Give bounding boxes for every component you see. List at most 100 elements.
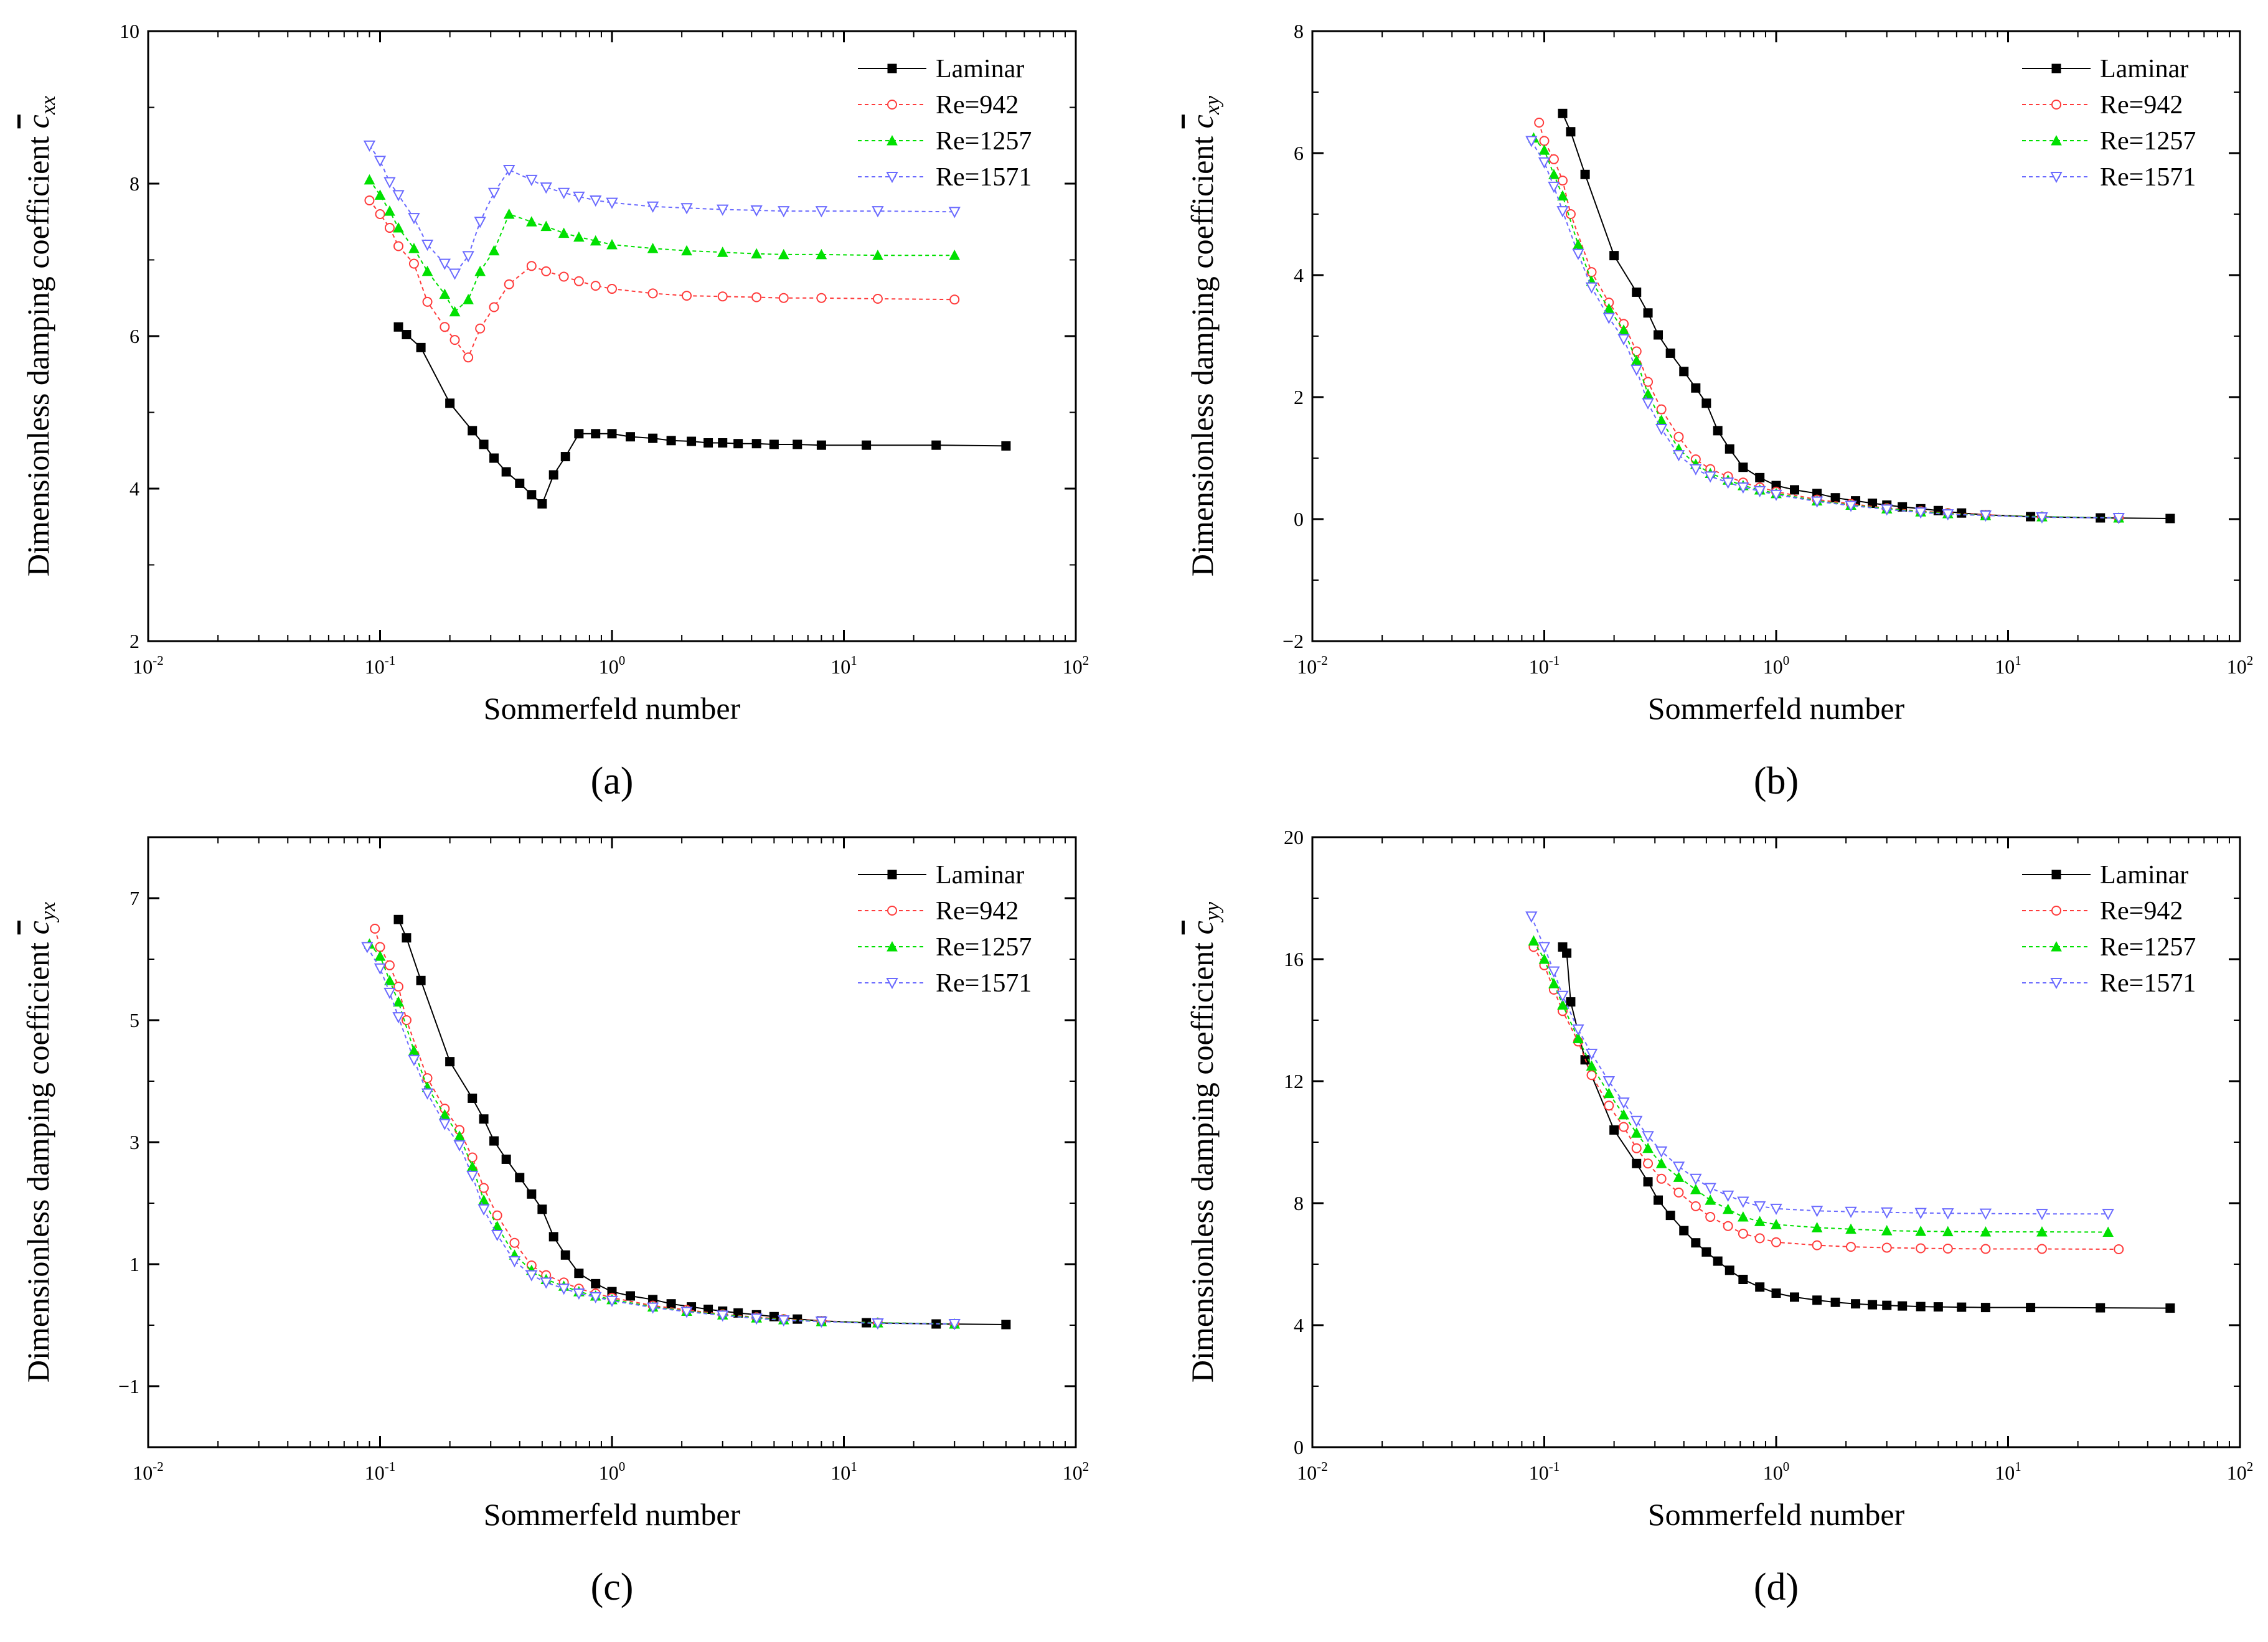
data-point — [1811, 1222, 1823, 1232]
data-point — [492, 1210, 502, 1221]
data-point — [793, 439, 802, 449]
data-point — [1538, 942, 1551, 954]
legend: Laminar Re=942 Re=1257 Re=1571 — [858, 861, 1032, 998]
data-point — [449, 306, 461, 317]
data-point — [1643, 308, 1653, 318]
plot-frame — [1311, 836, 2241, 1448]
series-re-1571 — [363, 140, 961, 280]
data-point — [1538, 157, 1551, 169]
series-laminar — [1558, 942, 2175, 1313]
data-point — [1001, 1320, 1011, 1330]
data-point — [548, 470, 558, 480]
data-point — [1690, 1173, 1702, 1185]
data-point — [1643, 377, 1654, 387]
data-point — [1723, 1221, 1733, 1231]
data-point — [1642, 1131, 1654, 1143]
data-point — [948, 1319, 961, 1331]
data-point — [416, 975, 426, 985]
data-point — [374, 156, 387, 167]
data-point — [1915, 1226, 1926, 1236]
data-point — [815, 206, 828, 218]
data-point — [751, 292, 762, 303]
panel-a: 10-2 10-1 100 101 102 2 4 6 8 10 Sommerfeld number… — [21, 20, 1089, 802]
legend-marker — [887, 906, 897, 916]
data-point — [526, 261, 537, 271]
data-point — [1812, 1240, 1822, 1250]
legend-label: Re=1257 — [2100, 127, 2196, 156]
data-point — [573, 191, 585, 203]
data-point — [1738, 462, 1748, 472]
data-point — [508, 1256, 521, 1268]
data-point — [769, 439, 779, 449]
series-line — [1530, 140, 2119, 518]
series-line — [398, 326, 1006, 505]
data-point — [462, 251, 474, 263]
data-point — [374, 963, 387, 975]
data-point — [525, 174, 538, 186]
data-point — [2036, 1226, 2048, 1237]
data-point — [1557, 176, 1568, 186]
data-point — [1789, 1292, 1799, 1302]
data-point — [1617, 1097, 1630, 1109]
data-point — [703, 1305, 713, 1315]
data-point — [1812, 1295, 1822, 1305]
series-re-942 — [364, 195, 960, 363]
data-point — [1538, 953, 1550, 964]
data-point — [422, 296, 433, 307]
y-axis-label: Dimensionless damping coefficient cyx — [21, 902, 60, 1382]
data-point — [1914, 1208, 1927, 1219]
data-point — [489, 1136, 499, 1146]
data-point — [375, 209, 385, 219]
data-point — [717, 246, 728, 257]
data-point — [1722, 1203, 1734, 1214]
data-point — [1691, 1238, 1701, 1248]
data-point — [717, 1310, 729, 1322]
data-point — [1586, 1070, 1597, 1081]
data-point — [778, 1315, 790, 1327]
series-re-1257 — [1528, 935, 2114, 1237]
y-tick-label: −2 — [1282, 630, 1304, 652]
x-tick-label: 10-1 — [1529, 1459, 1560, 1484]
data-point — [374, 950, 386, 961]
x-tick-label: 100 — [599, 653, 626, 678]
x-tick-label: 100 — [1763, 653, 1790, 678]
y-tick-label: 0 — [1294, 508, 1304, 530]
data-point — [1846, 1242, 1856, 1252]
data-point — [1810, 496, 1823, 508]
data-point — [1942, 1226, 1954, 1237]
data-point — [2102, 1209, 2114, 1221]
series-line — [1562, 946, 2170, 1309]
data-point — [503, 208, 515, 219]
x-tick-label: 102 — [2227, 653, 2254, 678]
legend-marker — [2050, 978, 2063, 990]
data-point — [1898, 1301, 1908, 1311]
data-point — [1001, 441, 1011, 451]
data-point — [515, 478, 525, 488]
data-point — [1721, 1190, 1734, 1202]
data-point — [501, 467, 511, 477]
panel-d: 10-2 10-1 100 101 102 0 4 8 12 16 20 Sommerfeld num… — [1185, 826, 2253, 1608]
panel-label: (c) — [591, 1566, 634, 1608]
data-point — [537, 499, 547, 509]
data-point — [573, 276, 584, 286]
data-point — [1617, 334, 1630, 346]
legend-marker — [886, 978, 898, 990]
panel-c: 10-2 10-1 100 101 102 −1 1 3 5 7 Sommerfeld number… — [21, 836, 1089, 1608]
data-point — [560, 1250, 570, 1260]
data-point — [525, 216, 537, 227]
data-point — [1642, 388, 1654, 399]
data-point — [816, 440, 826, 450]
data-point — [1642, 398, 1654, 410]
data-point — [1556, 206, 1569, 218]
data-point — [1754, 1233, 1765, 1244]
data-point — [862, 440, 872, 450]
series-re-942 — [1528, 942, 2124, 1254]
data-point — [1654, 1195, 1663, 1205]
data-point — [1665, 1211, 1675, 1221]
y-tick-label: 6 — [1294, 142, 1304, 164]
data-point — [1713, 426, 1723, 436]
data-point — [421, 265, 433, 276]
data-point — [402, 933, 412, 943]
data-point — [751, 248, 762, 259]
x-tick-label: 10-1 — [1529, 653, 1560, 678]
